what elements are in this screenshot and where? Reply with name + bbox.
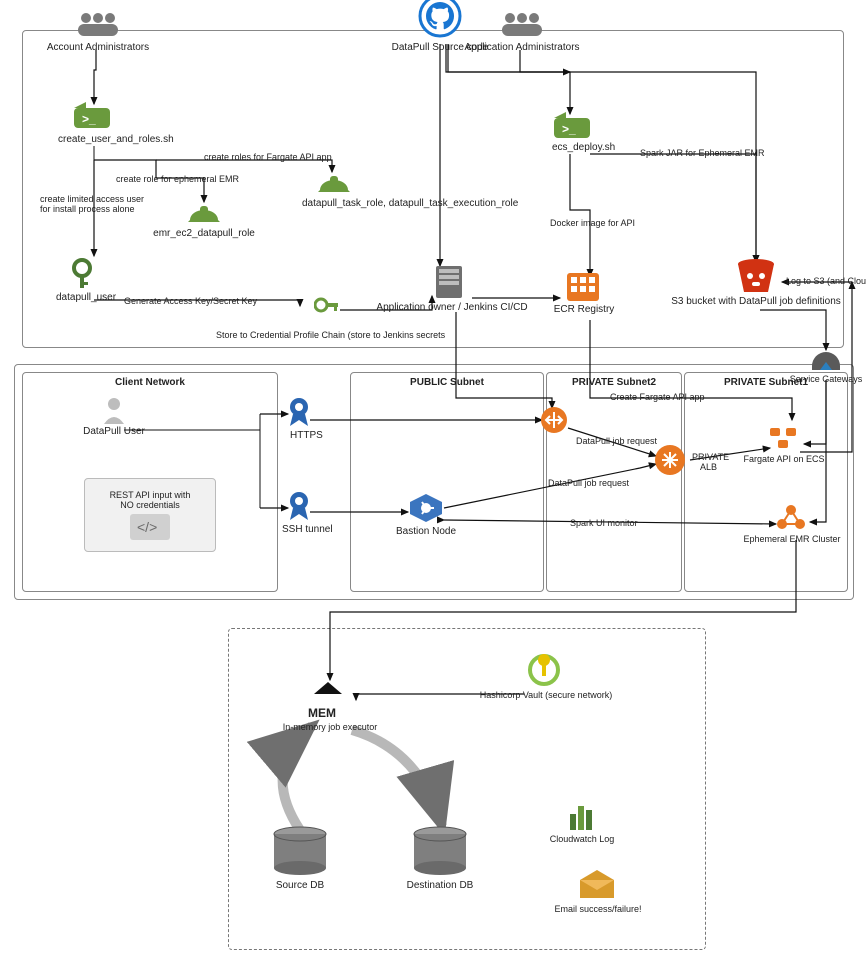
svg-text:>_: >_ <box>562 122 576 136</box>
lbl-roles-fargate: create roles for Fargate API app <box>204 152 332 162</box>
exec-panel <box>228 628 706 950</box>
rest-line2: NO credentials <box>120 500 180 510</box>
github-label: DataPull Source code <box>392 42 489 53</box>
alb-label1: PRIVATE <box>692 452 729 462</box>
bastion-label: Bastion Node <box>396 526 456 537</box>
dp-user-label: DataPull User <box>83 426 145 437</box>
ribbon-icon <box>288 398 310 431</box>
ecs-icon <box>768 424 798 455</box>
hardhat-icon <box>316 170 352 199</box>
rest-card: REST API input withNO credentials </> <box>84 478 216 552</box>
lbl-create-fargate: Create Fargate API app <box>610 392 705 402</box>
script-icon: >_ <box>72 102 112 133</box>
hardhat-icon <box>186 200 222 229</box>
ecs-sh-label: ecs_deploy.sh <box>552 142 615 153</box>
server-icon <box>434 264 464 303</box>
s3-label: S3 bucket with DataPull job definitions <box>671 296 841 307</box>
create-sh-label: create_user_and_roles.sh <box>58 134 174 145</box>
diagram-canvas: Client Network PUBLIC Subnet PRIVATE Sub… <box>0 0 866 962</box>
acct-admins-label: Account Administrators <box>47 42 149 53</box>
src-db-label: Source DB <box>276 880 324 891</box>
db-icon <box>272 826 328 881</box>
lbl-role-emr: create role for ephemeral EMR <box>116 174 239 184</box>
svg-text:</>: </> <box>137 519 157 535</box>
rest-line1: REST API input with <box>110 490 191 500</box>
script-icon: >_ <box>552 112 592 143</box>
emr-icon <box>776 504 806 535</box>
ribbon-icon <box>288 492 310 525</box>
key-icon <box>72 258 100 293</box>
gateway-circle-icon <box>540 406 568 437</box>
lbl-gen-keys: Generate Access Key/Secret Key <box>124 296 257 306</box>
lbl-jobreq1: DataPull job request <box>576 436 657 446</box>
ecr-icon <box>566 272 600 305</box>
users-icon <box>498 10 544 43</box>
alb-label2: ALB <box>700 462 717 472</box>
email-label: Email success/failure! <box>554 904 641 914</box>
https-label: HTTPS <box>290 430 323 441</box>
public-subnet: PUBLIC Subnet <box>350 372 544 592</box>
lbl-log: Log to S3 (and Cloudwatch) <box>786 276 866 286</box>
emr-label: Ephemeral EMR Cluster <box>743 534 840 544</box>
mem-text: MEM <box>308 706 336 720</box>
dst-db-label: Destination DB <box>407 880 474 891</box>
lbl-store: Store to Credential Profile Chain (store… <box>216 330 445 340</box>
alb-icon <box>654 444 686 479</box>
vault-label: Hashicorp Vault (secure network) <box>480 690 612 700</box>
fargate-label: Fargate API on ECS <box>743 454 824 464</box>
key-icon <box>314 296 340 317</box>
svc-gw-label: Service Gateways <box>790 374 863 384</box>
lbl-jobreq2: DataPull job request <box>548 478 629 488</box>
db-icon <box>412 826 468 881</box>
client-network-title: Client Network <box>23 377 277 388</box>
lbl-docker: Docker image for API <box>550 218 635 228</box>
ssh-label: SSH tunnel <box>282 524 333 535</box>
cloudwatch-icon <box>564 800 598 835</box>
mem-label: In-memory job executor <box>283 722 378 732</box>
lbl-spark: Spark JAR for Ephemeral EMR <box>640 148 765 158</box>
hat-emr-label: emr_ec2_datapull_role <box>153 228 255 239</box>
s3-icon <box>736 258 776 297</box>
key-user-label: datapull_user <box>56 292 116 303</box>
svg-text:>_: >_ <box>82 112 96 126</box>
email-icon <box>578 868 616 905</box>
hat-task-label: datapull_task_role, datapull_task_execut… <box>302 198 518 209</box>
private-subnet2-title: PRIVATE Subnet2 <box>547 377 681 388</box>
gateway-icon <box>808 336 844 375</box>
jenkins-label: Application owner / Jenkins CI/CD <box>376 302 527 313</box>
github-icon <box>418 0 462 41</box>
public-subnet-title: PUBLIC Subnet <box>351 377 543 388</box>
code-icon: </> <box>130 514 170 540</box>
user-icon <box>102 396 126 427</box>
bastion-icon <box>408 492 444 527</box>
private-subnet1: PRIVATE Subnet1 <box>684 372 848 592</box>
ecr-label: ECR Registry <box>554 304 615 315</box>
lbl-limited-user: create limited access user for install p… <box>40 194 144 214</box>
users-icon <box>74 10 120 43</box>
cw-label: Cloudwatch Log <box>550 834 615 844</box>
lbl-spark-ui: Spark UI monitor <box>570 518 638 528</box>
vault-icon <box>528 650 560 689</box>
